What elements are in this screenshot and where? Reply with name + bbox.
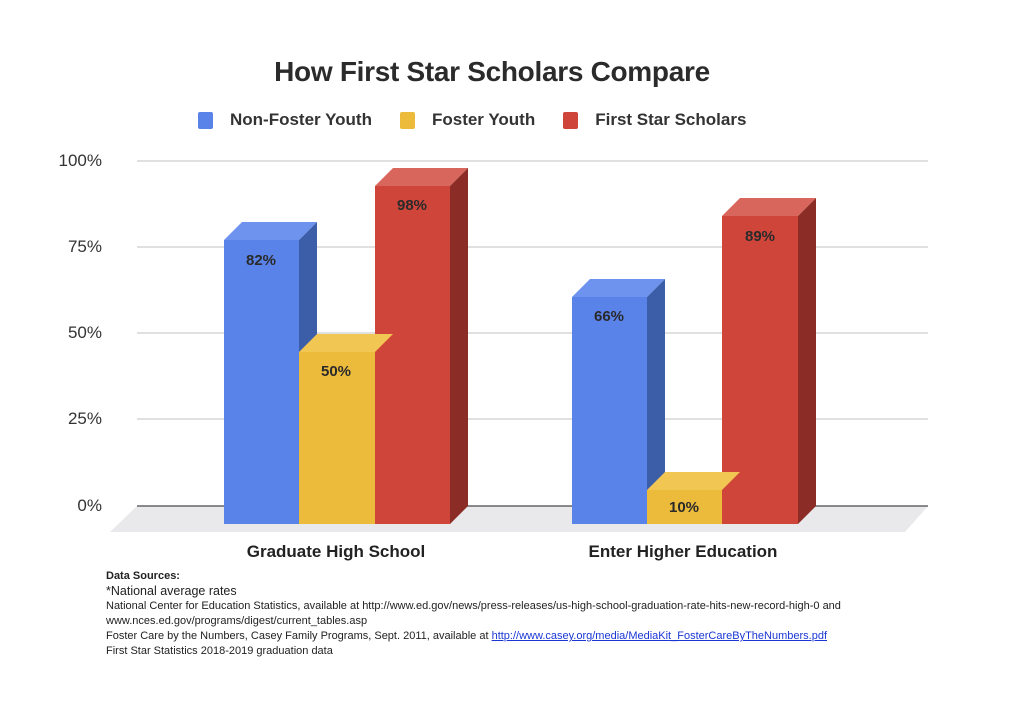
- bar-label-g1-first-star: 98%: [396, 197, 428, 214]
- source-first-star: First Star Statistics 2018-2019 graduati…: [106, 645, 333, 657]
- legend-label: First Star Scholars: [595, 110, 747, 129]
- bar-group-graduate-high-school: [224, 168, 468, 524]
- y-tick-25: 25%: [67, 409, 102, 428]
- legend-swatch-red: [563, 111, 579, 129]
- y-tick-75: 75%: [67, 237, 102, 256]
- sources-header: Data Sources:: [106, 570, 180, 582]
- category-label-enter-higher-education: Enter Higher Education: [588, 542, 778, 561]
- bar-label-g2-foster: 10%: [668, 499, 700, 516]
- legend-label: Non-Foster Youth: [230, 110, 372, 129]
- legend-item-first-star-scholars: First Star Scholars: [563, 110, 746, 130]
- source-nces-digest: www.nces.ed.gov/programs/digest/current_…: [106, 615, 368, 627]
- sources-note: *National average rates: [106, 584, 237, 598]
- legend: Non-Foster Youth Foster Youth First Star…: [198, 110, 774, 130]
- bar-label-g2-non-foster: 66%: [593, 308, 625, 325]
- bar-label-g1-non-foster: 82%: [245, 252, 277, 269]
- bar-label-g1-foster: 50%: [320, 363, 352, 380]
- legend-swatch-yellow: [399, 111, 415, 129]
- legend-swatch-blue: [198, 111, 213, 129]
- source-casey: Foster Care by the Numbers, Casey Family…: [106, 629, 841, 644]
- legend-item-foster-youth: Foster Youth: [399, 110, 536, 130]
- y-tick-0: 0%: [77, 496, 102, 515]
- legend-item-non-foster-youth: Non-Foster Youth: [198, 110, 372, 130]
- y-tick-100: 100%: [58, 151, 102, 170]
- data-sources: Data Sources: *National average rates Na…: [106, 569, 841, 659]
- source-casey-text: Foster Care by the Numbers, Casey Family…: [106, 630, 492, 642]
- casey-pdf-link[interactable]: http://www.casey.org/media/MediaKit_Fost…: [491, 630, 828, 642]
- bar-group-enter-higher-education: [572, 198, 816, 524]
- category-label-graduate-high-school: Graduate High School: [246, 542, 426, 561]
- y-tick-50: 50%: [67, 323, 102, 342]
- chart-title: How First Star Scholars Compare: [274, 56, 710, 87]
- source-nces: National Center for Education Statistics…: [106, 600, 841, 612]
- legend-label: Foster Youth: [431, 110, 536, 129]
- bar-label-g2-first-star: 89%: [744, 228, 776, 245]
